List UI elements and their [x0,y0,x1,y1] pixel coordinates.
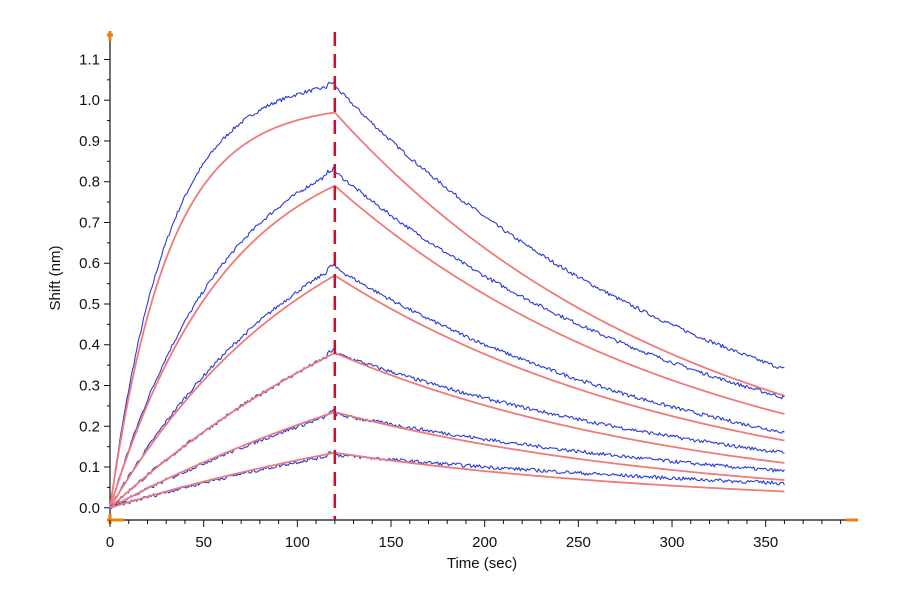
x-tick-label: 350 [753,534,778,551]
y-tick-label: 0.3 [79,378,100,395]
y-tick-label: 0.7 [79,214,100,231]
x-tick-label: 250 [566,534,591,551]
y-tick-label: 0.0 [79,500,100,517]
x-tick-label: 150 [378,534,403,551]
fit-series-line [109,274,785,509]
measured-series-line [109,450,785,510]
measured-series-line [109,262,785,508]
x-tick-label: 200 [472,534,497,551]
series-lines [109,81,785,510]
y-tick-label: 0.1 [79,459,100,476]
y-tick-label: 0.4 [79,337,100,354]
y-tick-label: 0.5 [79,296,100,313]
x-axis-title: Time (sec) [447,555,517,572]
fit-series-line [109,111,785,508]
y-tick-label: 0.2 [79,418,100,435]
y-axis-title: Shift (nm) [47,245,64,310]
x-tick-label: 50 [195,534,212,551]
fit-series-line [109,184,785,509]
y-tick-label: 1.1 [79,51,100,68]
fit-series-line [109,351,785,509]
measured-series-line [109,81,785,510]
x-tick-label: 100 [285,534,310,551]
x-tick-label: 0 [106,534,114,551]
y-tick-label: 0.6 [79,255,100,272]
y-tick-label: 0.9 [79,133,100,150]
fit-series-line [109,451,785,509]
measured-series-line [109,166,785,507]
fit-series-line [109,411,785,509]
y-tick-label: 0.8 [79,174,100,191]
axes: 0.0 0.1 0.2 0.3 0.4 0.5 0.6 0.7 0.8 0.9 1.0 1.1 0 50 1… [79,31,858,551]
x-tick-label: 300 [660,534,685,551]
y-tick-label: 1.0 [79,92,100,109]
